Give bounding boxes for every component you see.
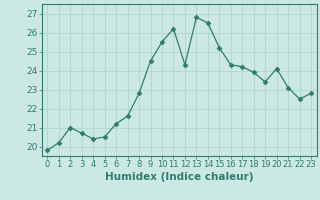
X-axis label: Humidex (Indice chaleur): Humidex (Indice chaleur) — [105, 172, 253, 182]
